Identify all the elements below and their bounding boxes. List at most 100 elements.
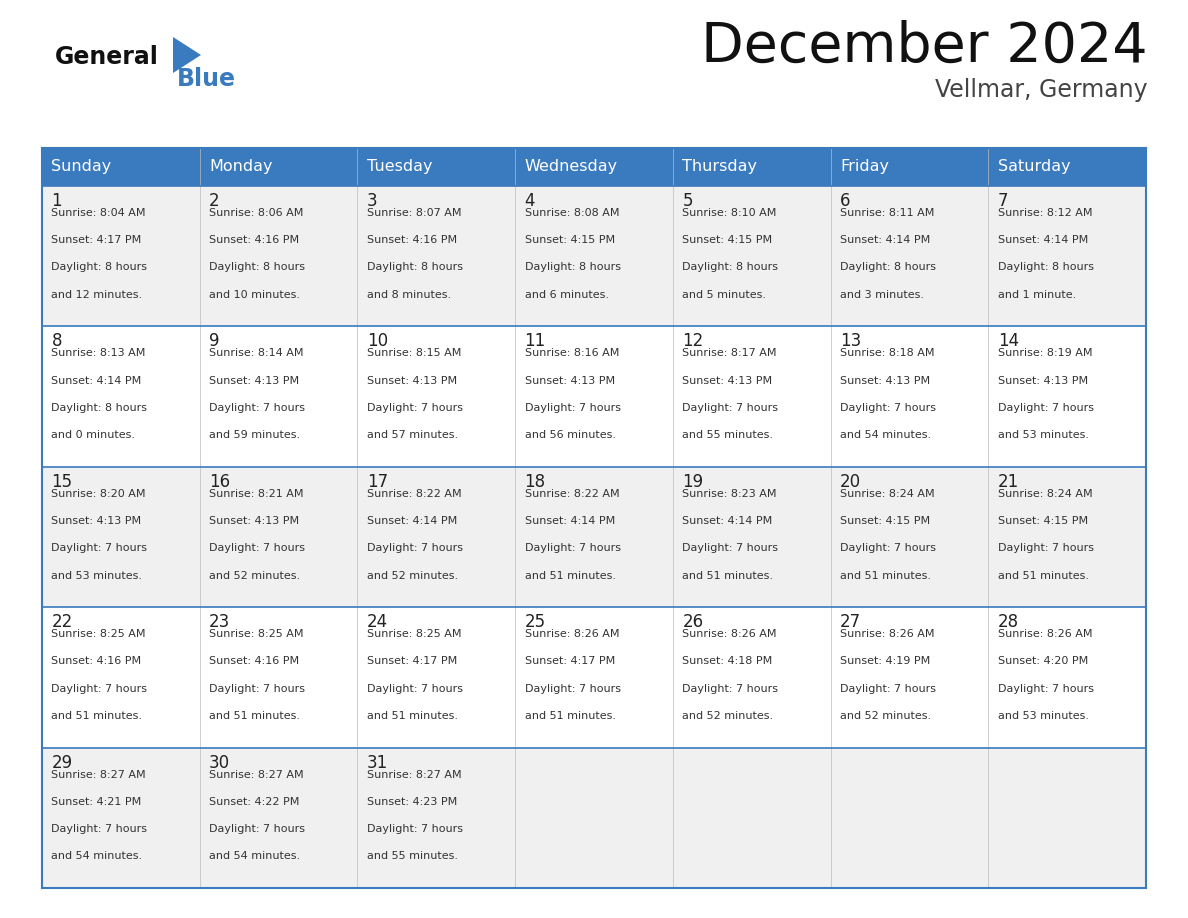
Text: 26: 26 <box>682 613 703 632</box>
Text: and 52 minutes.: and 52 minutes. <box>367 570 459 580</box>
Bar <box>200 327 358 466</box>
Text: Sunset: 4:15 PM: Sunset: 4:15 PM <box>682 235 772 245</box>
Text: 8: 8 <box>51 332 62 351</box>
Text: 29: 29 <box>51 754 72 772</box>
Text: Sunrise: 8:24 AM: Sunrise: 8:24 AM <box>840 488 935 498</box>
Text: Sunrise: 8:26 AM: Sunrise: 8:26 AM <box>840 629 935 639</box>
Text: Sunset: 4:14 PM: Sunset: 4:14 PM <box>998 235 1088 245</box>
Text: and 59 minutes.: and 59 minutes. <box>209 431 301 440</box>
Text: 10: 10 <box>367 332 388 351</box>
Text: Daylight: 7 hours: Daylight: 7 hours <box>209 824 305 834</box>
Bar <box>830 466 988 607</box>
Bar <box>42 747 200 888</box>
Text: Sunrise: 8:27 AM: Sunrise: 8:27 AM <box>367 769 461 779</box>
Text: Sunset: 4:19 PM: Sunset: 4:19 PM <box>840 656 930 666</box>
Text: 14: 14 <box>998 332 1019 351</box>
Text: Daylight: 7 hours: Daylight: 7 hours <box>525 543 620 554</box>
Text: Sunrise: 8:06 AM: Sunrise: 8:06 AM <box>209 208 304 218</box>
Bar <box>988 747 1146 888</box>
Bar <box>830 148 988 186</box>
Text: Sunset: 4:16 PM: Sunset: 4:16 PM <box>367 235 457 245</box>
Text: Sunset: 4:14 PM: Sunset: 4:14 PM <box>367 516 457 526</box>
Text: Sunset: 4:15 PM: Sunset: 4:15 PM <box>998 516 1088 526</box>
Text: and 57 minutes.: and 57 minutes. <box>367 431 459 440</box>
Text: and 52 minutes.: and 52 minutes. <box>209 570 301 580</box>
Bar <box>200 747 358 888</box>
Text: and 54 minutes.: and 54 minutes. <box>51 851 143 861</box>
Text: and 12 minutes.: and 12 minutes. <box>51 290 143 299</box>
Bar <box>200 148 358 186</box>
Text: Friday: Friday <box>840 160 889 174</box>
Text: and 51 minutes.: and 51 minutes. <box>998 570 1088 580</box>
Text: 13: 13 <box>840 332 861 351</box>
Text: Daylight: 7 hours: Daylight: 7 hours <box>367 543 463 554</box>
Text: Sunset: 4:21 PM: Sunset: 4:21 PM <box>51 797 141 807</box>
Text: Sunrise: 8:08 AM: Sunrise: 8:08 AM <box>525 208 619 218</box>
Text: Sunrise: 8:22 AM: Sunrise: 8:22 AM <box>367 488 461 498</box>
Bar <box>42 607 200 747</box>
Text: Monday: Monday <box>209 160 273 174</box>
Text: Daylight: 7 hours: Daylight: 7 hours <box>209 684 305 694</box>
Bar <box>830 607 988 747</box>
Text: Sunset: 4:18 PM: Sunset: 4:18 PM <box>682 656 772 666</box>
Text: 12: 12 <box>682 332 703 351</box>
Text: Daylight: 7 hours: Daylight: 7 hours <box>682 543 778 554</box>
Bar <box>830 327 988 466</box>
Text: Sunset: 4:13 PM: Sunset: 4:13 PM <box>682 375 772 386</box>
Bar <box>830 186 988 327</box>
Text: 9: 9 <box>209 332 220 351</box>
Text: Sunset: 4:13 PM: Sunset: 4:13 PM <box>525 375 614 386</box>
Text: and 52 minutes.: and 52 minutes. <box>840 711 931 721</box>
Text: Sunset: 4:14 PM: Sunset: 4:14 PM <box>682 516 772 526</box>
Bar <box>988 607 1146 747</box>
Text: Sunset: 4:16 PM: Sunset: 4:16 PM <box>209 235 299 245</box>
Text: Sunset: 4:13 PM: Sunset: 4:13 PM <box>209 516 299 526</box>
Text: Daylight: 7 hours: Daylight: 7 hours <box>998 684 1094 694</box>
Text: Daylight: 8 hours: Daylight: 8 hours <box>840 263 936 273</box>
Text: Daylight: 7 hours: Daylight: 7 hours <box>51 824 147 834</box>
Text: Sunrise: 8:20 AM: Sunrise: 8:20 AM <box>51 488 146 498</box>
Text: Sunrise: 8:26 AM: Sunrise: 8:26 AM <box>682 629 777 639</box>
Text: Sunrise: 8:25 AM: Sunrise: 8:25 AM <box>209 629 304 639</box>
Bar <box>358 327 516 466</box>
Text: 7: 7 <box>998 192 1009 210</box>
Text: Daylight: 7 hours: Daylight: 7 hours <box>367 824 463 834</box>
Text: and 3 minutes.: and 3 minutes. <box>840 290 924 299</box>
Bar <box>516 466 672 607</box>
Bar <box>358 607 516 747</box>
Text: Daylight: 7 hours: Daylight: 7 hours <box>209 543 305 554</box>
Text: Daylight: 8 hours: Daylight: 8 hours <box>51 403 147 413</box>
Text: Sunrise: 8:22 AM: Sunrise: 8:22 AM <box>525 488 619 498</box>
Text: Sunset: 4:23 PM: Sunset: 4:23 PM <box>367 797 457 807</box>
Text: Daylight: 7 hours: Daylight: 7 hours <box>682 684 778 694</box>
Text: Sunrise: 8:24 AM: Sunrise: 8:24 AM <box>998 488 1093 498</box>
Text: Sunrise: 8:16 AM: Sunrise: 8:16 AM <box>525 349 619 358</box>
Text: and 53 minutes.: and 53 minutes. <box>998 431 1088 440</box>
Text: and 51 minutes.: and 51 minutes. <box>682 570 773 580</box>
Text: and 1 minute.: and 1 minute. <box>998 290 1076 299</box>
Text: and 51 minutes.: and 51 minutes. <box>525 570 615 580</box>
Text: Wednesday: Wednesday <box>525 160 618 174</box>
Bar <box>358 186 516 327</box>
Text: and 55 minutes.: and 55 minutes. <box>367 851 457 861</box>
Text: Sunrise: 8:10 AM: Sunrise: 8:10 AM <box>682 208 777 218</box>
Text: Daylight: 7 hours: Daylight: 7 hours <box>840 543 936 554</box>
Polygon shape <box>173 37 201 73</box>
Text: Daylight: 7 hours: Daylight: 7 hours <box>840 403 936 413</box>
Text: Sunrise: 8:26 AM: Sunrise: 8:26 AM <box>525 629 619 639</box>
Bar <box>516 148 672 186</box>
Text: and 54 minutes.: and 54 minutes. <box>840 431 931 440</box>
Bar <box>988 327 1146 466</box>
Text: Sunrise: 8:15 AM: Sunrise: 8:15 AM <box>367 349 461 358</box>
Text: 25: 25 <box>525 613 545 632</box>
Text: 6: 6 <box>840 192 851 210</box>
Text: Daylight: 7 hours: Daylight: 7 hours <box>367 684 463 694</box>
Text: Daylight: 7 hours: Daylight: 7 hours <box>840 684 936 694</box>
Text: Sunset: 4:14 PM: Sunset: 4:14 PM <box>840 235 930 245</box>
Text: Sunday: Sunday <box>51 160 112 174</box>
Text: 11: 11 <box>525 332 545 351</box>
Text: Sunrise: 8:18 AM: Sunrise: 8:18 AM <box>840 349 935 358</box>
Text: Daylight: 8 hours: Daylight: 8 hours <box>525 263 620 273</box>
Bar <box>672 466 830 607</box>
Text: 23: 23 <box>209 613 230 632</box>
